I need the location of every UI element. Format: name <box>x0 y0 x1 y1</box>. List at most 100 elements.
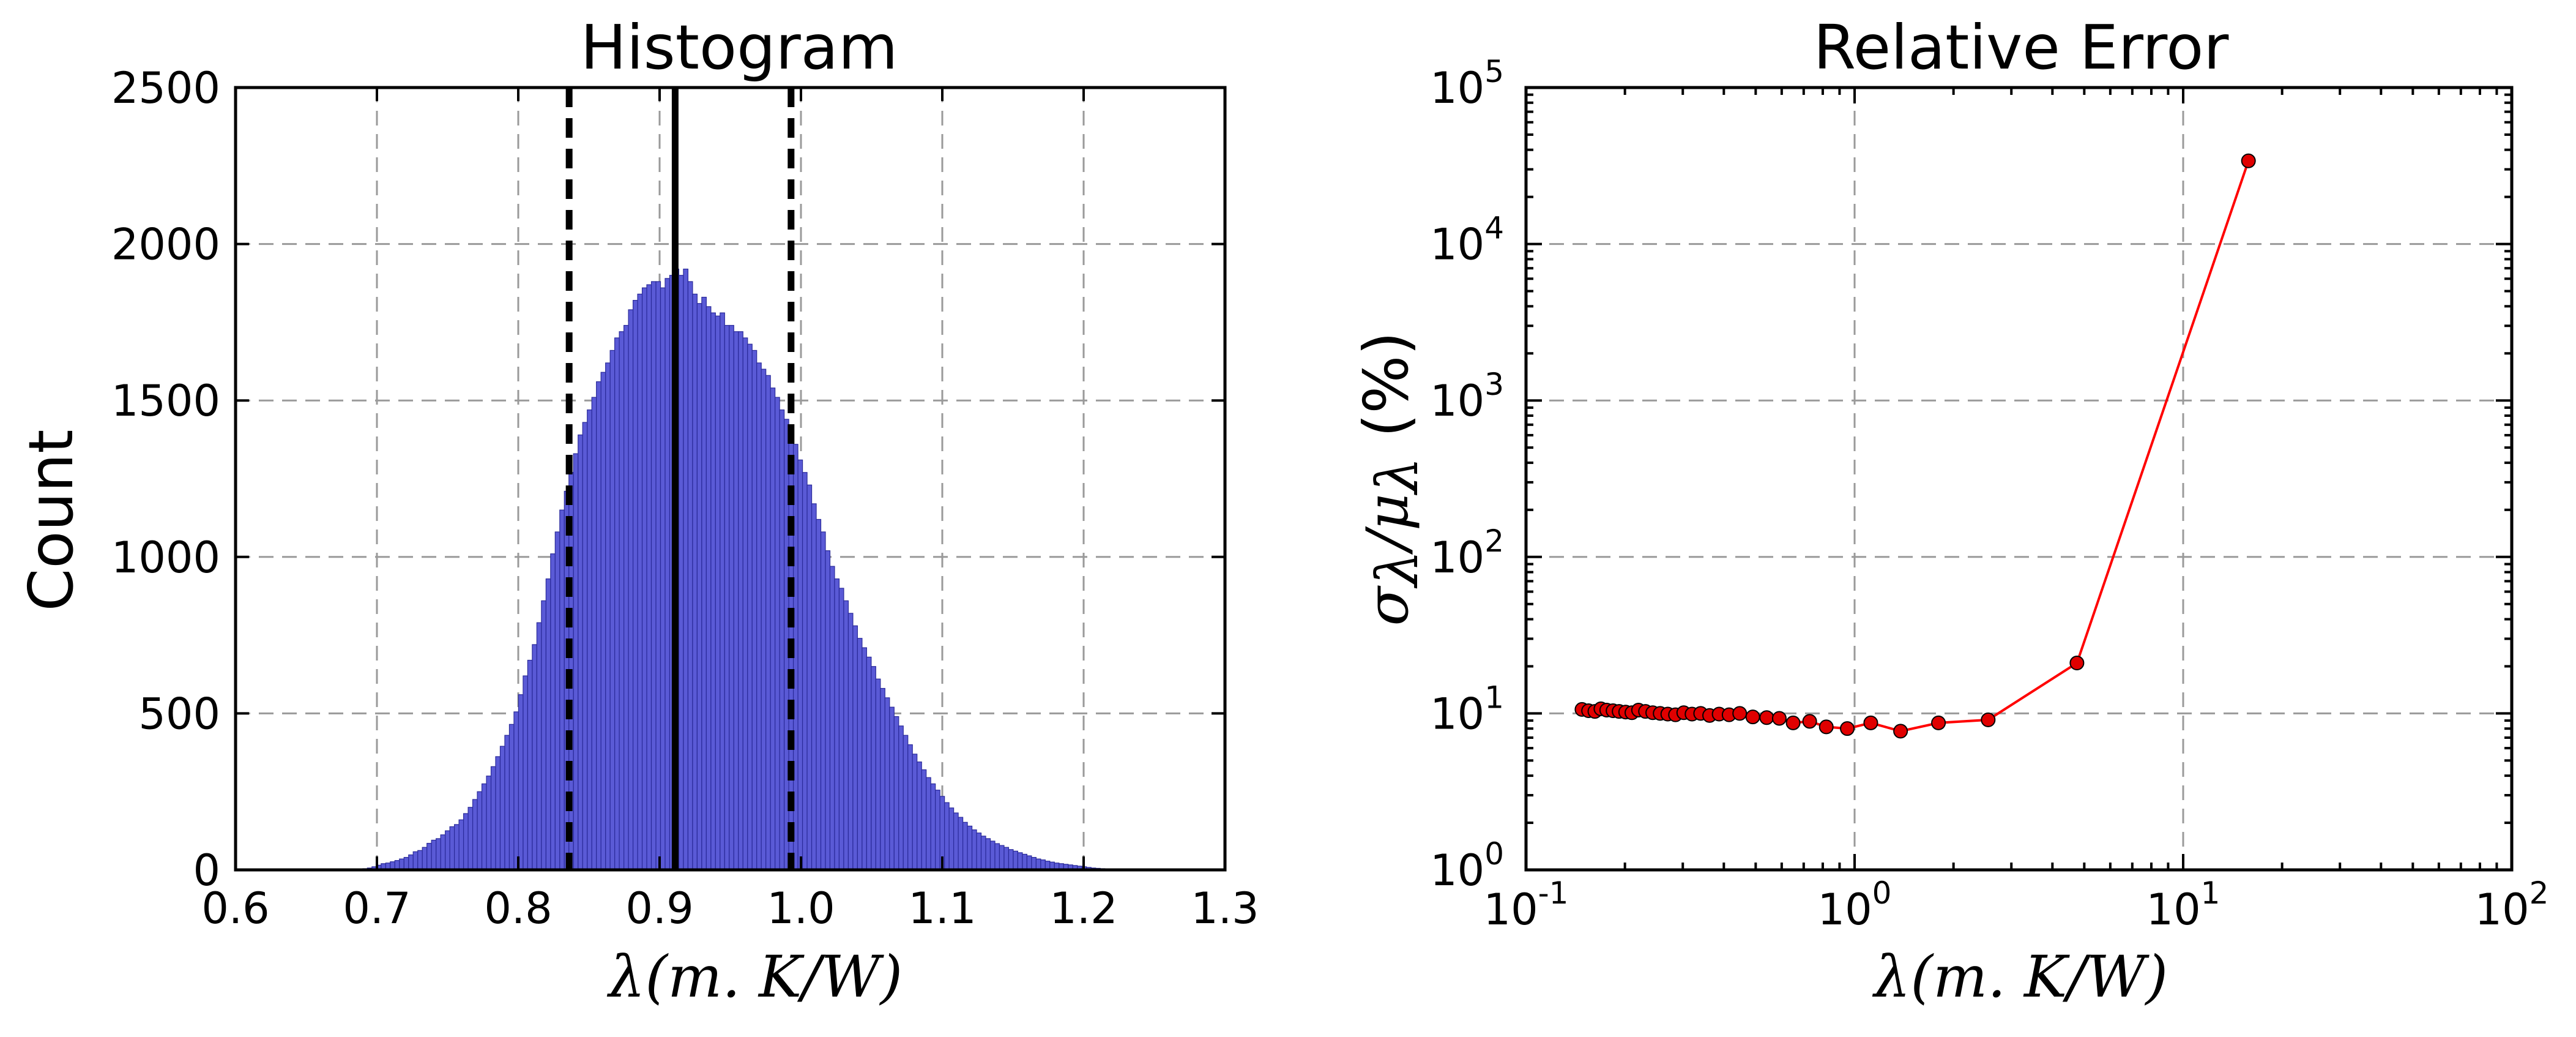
histogram-bar <box>467 807 474 870</box>
histogram-bar <box>989 840 996 870</box>
histogram-bar <box>624 324 629 870</box>
histogram-bar <box>605 362 611 870</box>
relative-error-x-tick-labels: 10-1 100 101 102 <box>1484 875 2549 935</box>
histogram-bar <box>976 833 982 870</box>
histogram-bar <box>687 281 693 870</box>
histogram-bar <box>518 694 524 870</box>
histogram-bar <box>550 553 556 870</box>
histogram-bar <box>596 381 601 870</box>
histogram-bar <box>536 622 542 870</box>
histogram-bar <box>733 331 739 870</box>
histogram-y-tick-label: 1000 <box>111 533 220 583</box>
histogram-bar <box>504 735 510 870</box>
histogram-bar <box>866 656 872 870</box>
histogram-bar <box>912 754 918 870</box>
relative-error-y-tick-label: 105 <box>1430 54 1504 113</box>
histogram-panel: Histogram Count 0.6 0.7 0.8 0.9 1.0 1.1 1.2 1.3… <box>15 12 1259 1011</box>
histogram-bar <box>559 509 565 870</box>
histogram-bar <box>724 324 730 870</box>
histogram-bar <box>664 278 671 870</box>
histogram-y-tick-label: 2500 <box>111 63 220 113</box>
histogram-bar <box>747 343 753 870</box>
histogram-bar <box>508 724 515 870</box>
relative-error-point <box>1893 724 1908 739</box>
histogram-bar <box>907 744 913 870</box>
histogram-bar <box>545 578 551 870</box>
relative-error-point <box>1981 712 1996 727</box>
histogram-bar <box>720 312 725 870</box>
histogram-y-tick-label: 2000 <box>111 220 220 270</box>
relative-error-point <box>1759 710 1774 725</box>
relative-error-y-tick-labels: 100 101 102 103 104 105 <box>1430 54 1504 896</box>
histogram-bar <box>802 472 808 870</box>
relative-error-markers <box>1574 153 2256 739</box>
relative-error-axes-frame <box>1524 86 2514 872</box>
histogram-bar <box>756 362 762 870</box>
relative-error-point <box>2241 153 2256 168</box>
histogram-bar <box>820 531 826 870</box>
histogram-bar <box>458 819 464 870</box>
histogram-bar <box>587 409 592 870</box>
histogram-bar <box>408 854 414 870</box>
histogram-bar <box>614 337 620 870</box>
histogram-bar <box>880 687 885 870</box>
histogram-bar <box>477 791 483 870</box>
relative-error-point <box>2069 656 2085 671</box>
histogram-bar <box>948 807 955 870</box>
histogram-bar <box>751 350 758 870</box>
histogram-bar <box>862 647 867 870</box>
histogram-tick-marks <box>234 86 1226 871</box>
relative-error-panel: Relative Error σλ/μλ (%) 10-1 100 101 102 1… <box>1350 12 2548 1011</box>
histogram-bar <box>641 287 647 870</box>
histogram-bar <box>637 293 643 870</box>
relative-error-xlabel: λ(m. K/W) <box>1872 944 2168 1011</box>
histogram-bar <box>930 783 936 870</box>
histogram-bar <box>655 281 661 870</box>
histogram-x-tick-label: 0.7 <box>343 883 411 934</box>
relative-error-y-tick-label: 101 <box>1430 679 1504 739</box>
histogram-bar <box>834 578 840 870</box>
histogram-y-tick-label: 0 <box>193 845 220 896</box>
histogram-x-tick-label: 1.1 <box>908 883 976 934</box>
histogram-x-tick-label: 1.2 <box>1049 883 1117 934</box>
relative-error-point <box>1802 714 1817 729</box>
histogram-reference-lines <box>565 88 795 870</box>
histogram-bar <box>426 842 432 870</box>
histogram-bar <box>742 337 748 870</box>
histogram-bar <box>499 746 505 870</box>
histogram-bar <box>591 397 597 870</box>
histogram-bar <box>935 790 940 870</box>
histogram-bar <box>646 284 652 870</box>
histogram-bar <box>632 300 638 870</box>
histogram-bar <box>770 387 776 870</box>
relative-error-y-tick-label: 103 <box>1430 367 1504 426</box>
histogram-bar <box>481 783 487 870</box>
histogram-bar <box>1003 847 1010 870</box>
histogram-bar <box>628 309 634 870</box>
histogram-bar <box>422 847 428 870</box>
histogram-bar <box>554 531 560 870</box>
histogram-bar <box>999 845 1005 870</box>
histogram-bar <box>692 293 698 870</box>
histogram-bar <box>903 735 909 870</box>
histogram-bar <box>527 659 533 870</box>
relative-error-y-tick-label: 104 <box>1430 211 1504 270</box>
relative-error-y-tick-label: 100 <box>1430 836 1504 896</box>
histogram-bar <box>765 375 771 870</box>
histogram-bar <box>893 716 899 870</box>
histogram-xlabel: λ(m. K/W) <box>606 944 903 1011</box>
histogram-bar <box>1017 852 1023 870</box>
histogram-title: Histogram <box>581 12 898 83</box>
histogram-bar <box>1013 850 1019 870</box>
histogram-x-tick-label: 0.6 <box>201 883 269 934</box>
histogram-bar <box>399 858 404 870</box>
histogram-bar <box>847 613 854 870</box>
histogram-bar <box>926 777 931 870</box>
relative-error-series-line <box>1582 160 2250 733</box>
histogram-bar <box>884 697 890 870</box>
histogram-bar <box>953 812 959 870</box>
histogram-bar <box>650 281 657 870</box>
relative-error-grid <box>1526 88 2512 870</box>
histogram-bar <box>701 296 707 870</box>
histogram-bar <box>609 350 616 870</box>
